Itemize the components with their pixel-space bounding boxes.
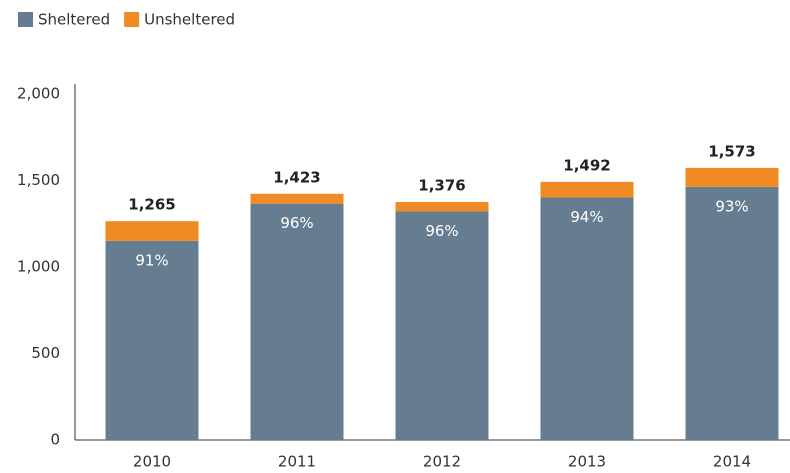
share-label: 96% <box>425 222 458 240</box>
x-tick-label: 2011 <box>278 453 316 471</box>
total-label: 1,492 <box>563 156 610 174</box>
legend-label: Sheltered <box>38 11 110 29</box>
bar-segment <box>250 203 344 440</box>
bar-segment <box>105 240 199 440</box>
share-label: 96% <box>280 214 313 232</box>
total-label: 1,573 <box>708 142 755 160</box>
x-tick-label: 2010 <box>133 453 171 471</box>
total-label: 1,265 <box>128 196 175 214</box>
legend-swatch <box>124 12 140 27</box>
bar-segment <box>395 201 489 212</box>
total-label: 1,376 <box>418 176 465 194</box>
y-tick-label: 0 <box>50 431 60 449</box>
bar-segment <box>395 211 489 440</box>
bar-segment <box>105 221 199 241</box>
share-label: 94% <box>570 208 603 226</box>
bar-segment <box>540 181 634 198</box>
share-label: 93% <box>715 197 748 215</box>
y-tick-label: 1,000 <box>17 258 60 276</box>
bar-segment <box>540 197 634 440</box>
y-tick-label: 1,500 <box>17 171 60 189</box>
share-label: 91% <box>135 251 168 269</box>
legend-swatch <box>18 12 33 27</box>
y-tick-label: 500 <box>31 344 60 362</box>
bar-segment <box>685 186 779 440</box>
x-tick-label: 2014 <box>713 453 751 471</box>
bar-segment <box>250 193 344 204</box>
legend-label: Unsheltered <box>144 11 235 29</box>
total-label: 1,423 <box>273 168 320 186</box>
y-tick-label: 2,000 <box>17 85 60 103</box>
bar-segment <box>685 167 779 187</box>
x-tick-label: 2013 <box>568 453 606 471</box>
x-tick-label: 2012 <box>423 453 461 471</box>
